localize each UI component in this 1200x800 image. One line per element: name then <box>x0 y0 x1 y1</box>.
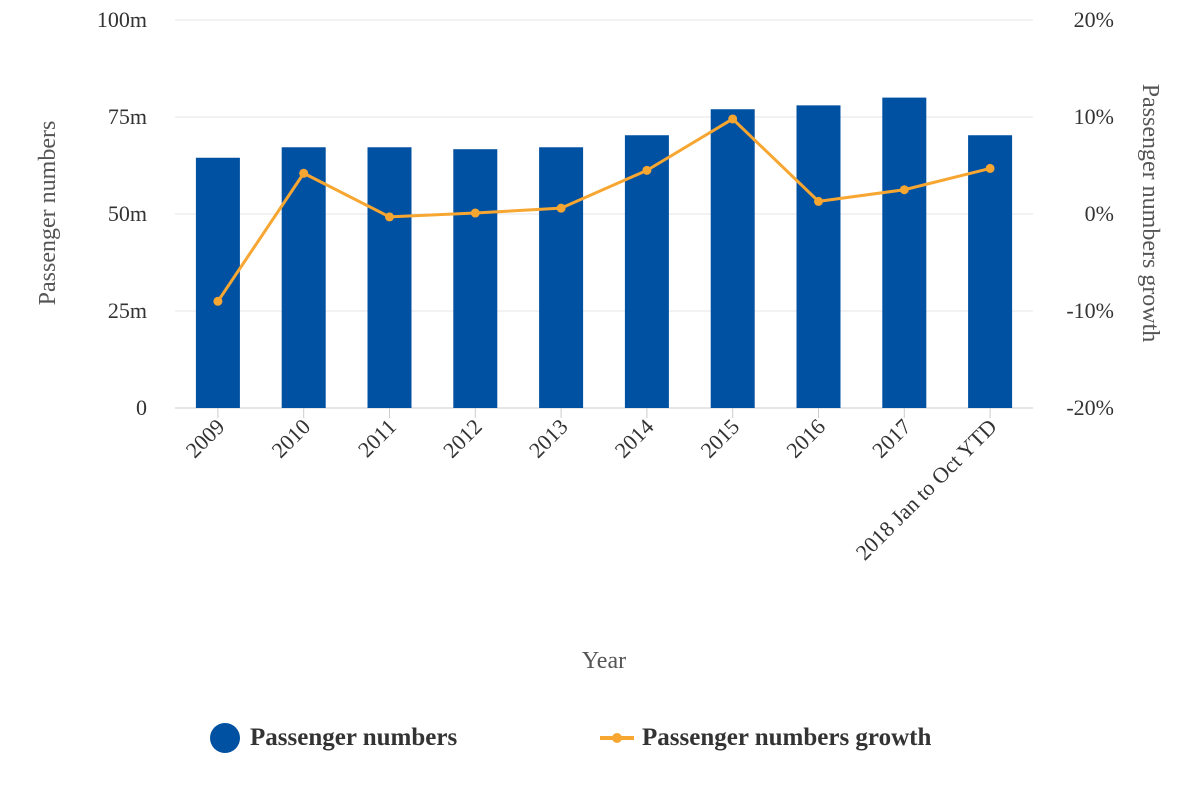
right-tick-label: -20% <box>1066 395 1114 420</box>
left-tick-label: 50m <box>108 201 147 226</box>
x-tick-label: 2010 <box>266 414 315 463</box>
growth-point <box>213 296 223 306</box>
bar-series-passenger-numbers <box>195 97 1013 409</box>
x-axis-ticks: 2009 2010 2011 2012 2013 2014 2015 2016 20172018… <box>181 408 1002 565</box>
right-axis-ticks: -20% -10% 0% 10% 20% <box>1066 7 1114 420</box>
growth-line <box>216 117 991 303</box>
left-tick-label: 100m <box>97 7 147 32</box>
growth-point <box>814 196 823 206</box>
x-tick-label: 2016 <box>781 414 830 463</box>
left-tick-label: 75m <box>108 104 147 129</box>
x-tick-label: 2011 <box>353 414 401 462</box>
line-series-passenger-numbers-growth <box>213 114 995 306</box>
legend-line-swatch-icon <box>600 723 634 753</box>
right-tick-label: -10% <box>1066 298 1114 323</box>
bar <box>796 105 841 409</box>
left-tick-label: 25m <box>108 298 147 323</box>
x-tick-label: 2013 <box>524 414 573 463</box>
x-axis-title: Year <box>582 648 626 674</box>
bar <box>281 147 326 408</box>
growth-point <box>556 203 566 213</box>
legend-item-passenger-numbers-growth[interactable]: Passenger numbers growth <box>600 718 931 758</box>
right-tick-label: 10% <box>1074 104 1114 129</box>
bar <box>710 109 755 409</box>
right-axis-title: Passenger numbers growth <box>1137 84 1163 343</box>
x-tick-label: 2009 <box>181 414 230 463</box>
x-tick-label: 2017 <box>867 414 916 463</box>
right-tick-label: 20% <box>1074 7 1114 32</box>
legend-item-passenger-numbers[interactable]: Passenger numbers <box>210 718 457 758</box>
growth-point <box>642 165 652 175</box>
growth-point <box>899 185 909 195</box>
x-tick-label: 2012 <box>438 414 487 463</box>
x-tick-label: 2015 <box>695 414 744 463</box>
bar <box>882 97 927 408</box>
growth-point <box>385 212 394 222</box>
bar <box>195 157 240 408</box>
legend-bar-swatch-icon <box>210 723 240 753</box>
legend-label-passenger-numbers: Passenger numbers <box>250 724 458 751</box>
growth-point <box>728 114 738 124</box>
bar <box>624 135 669 408</box>
growth-point <box>470 208 480 218</box>
left-tick-label: 0 <box>136 395 147 420</box>
x-tick-label: 2018 Jan to Oct YTD <box>851 414 1002 565</box>
left-axis-ticks: 0 25m 50m 75m 100m <box>97 7 147 420</box>
growth-point <box>985 163 995 173</box>
legend-label-passenger-numbers-growth: Passenger numbers growth <box>642 724 932 751</box>
right-tick-label: 0% <box>1085 201 1114 226</box>
bar <box>968 135 1013 408</box>
x-tick-label: 2014 <box>610 414 659 463</box>
growth-point <box>299 168 309 178</box>
bar <box>453 149 498 409</box>
bar <box>367 147 412 408</box>
left-axis-title: Passenger numbers <box>35 121 61 306</box>
legend: Passenger numbers Passenger numbers grow… <box>0 718 1200 758</box>
bar <box>539 147 584 408</box>
